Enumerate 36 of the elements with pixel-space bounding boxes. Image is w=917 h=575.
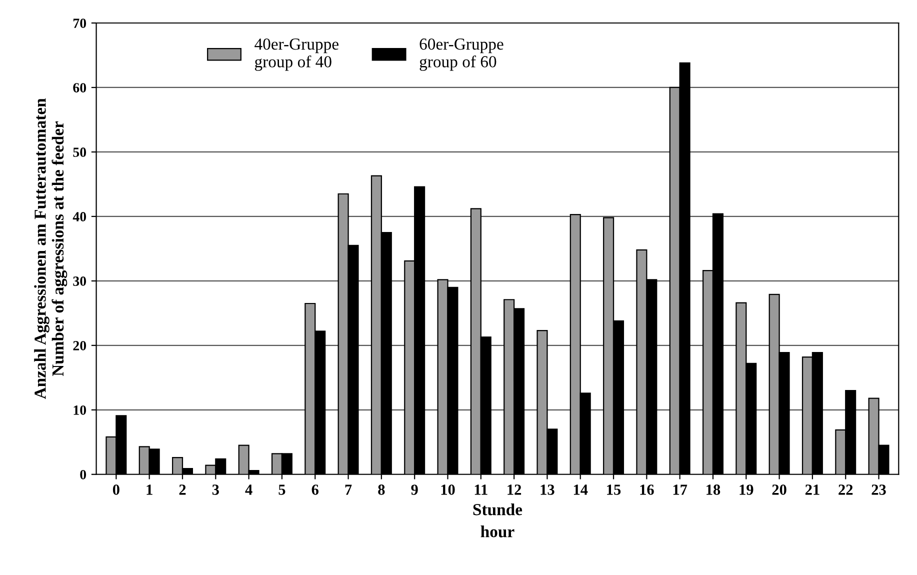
y-tick-label: 70	[73, 18, 86, 28]
x-axis-title: Stunde hour	[473, 504, 522, 538]
x-tick-label: 12	[508, 484, 522, 495]
legend-label: 40er-Gruppe group of 40	[254, 38, 338, 71]
y-tick-label: 60	[73, 83, 86, 92]
y-tick-label: 40	[72, 212, 86, 222]
x-tick-label: 11	[474, 484, 488, 495]
x-tick-label: 23	[872, 484, 886, 495]
x-tick-label: 8	[378, 484, 385, 495]
y-axis-title: Anzahl Aggressionen am Futterautomaten Number of aggressions at the feeder	[34, 98, 68, 400]
x-tick-label: 18	[706, 484, 720, 495]
x-tick-label: 2	[179, 484, 186, 495]
legend-label: 60er-Gruppe group of 60	[420, 38, 504, 71]
x-tick-label: 0	[112, 484, 120, 495]
x-tick-label: 20	[772, 484, 786, 495]
y-tick-label: 10	[74, 405, 86, 415]
x-tick-label: 17	[673, 484, 688, 495]
x-tick-label: 14	[574, 484, 588, 495]
x-tick-label: 4	[245, 484, 252, 495]
x-tick-label: 1	[146, 484, 152, 495]
x-tick-label: 5	[278, 484, 286, 495]
y-tick-label: 50	[73, 148, 86, 157]
x-tick-label: 13	[540, 484, 554, 495]
y-tick-label: 0	[80, 470, 86, 480]
x-tick-label: 9	[411, 484, 418, 495]
y-tick-label: 30	[73, 276, 86, 286]
x-tick-label: 16	[640, 484, 654, 495]
x-tick-label: 6	[312, 484, 318, 495]
x-tick-label: 7	[345, 484, 352, 495]
x-tick-label: 3	[212, 484, 219, 495]
x-tick-label: 19	[740, 484, 754, 495]
x-tick-label: 15	[607, 484, 621, 495]
x-tick-label: 21	[805, 484, 820, 495]
y-tick-label: 20	[73, 340, 86, 350]
x-tick-label: 22	[838, 484, 853, 495]
x-tick-label: 10	[441, 484, 455, 495]
